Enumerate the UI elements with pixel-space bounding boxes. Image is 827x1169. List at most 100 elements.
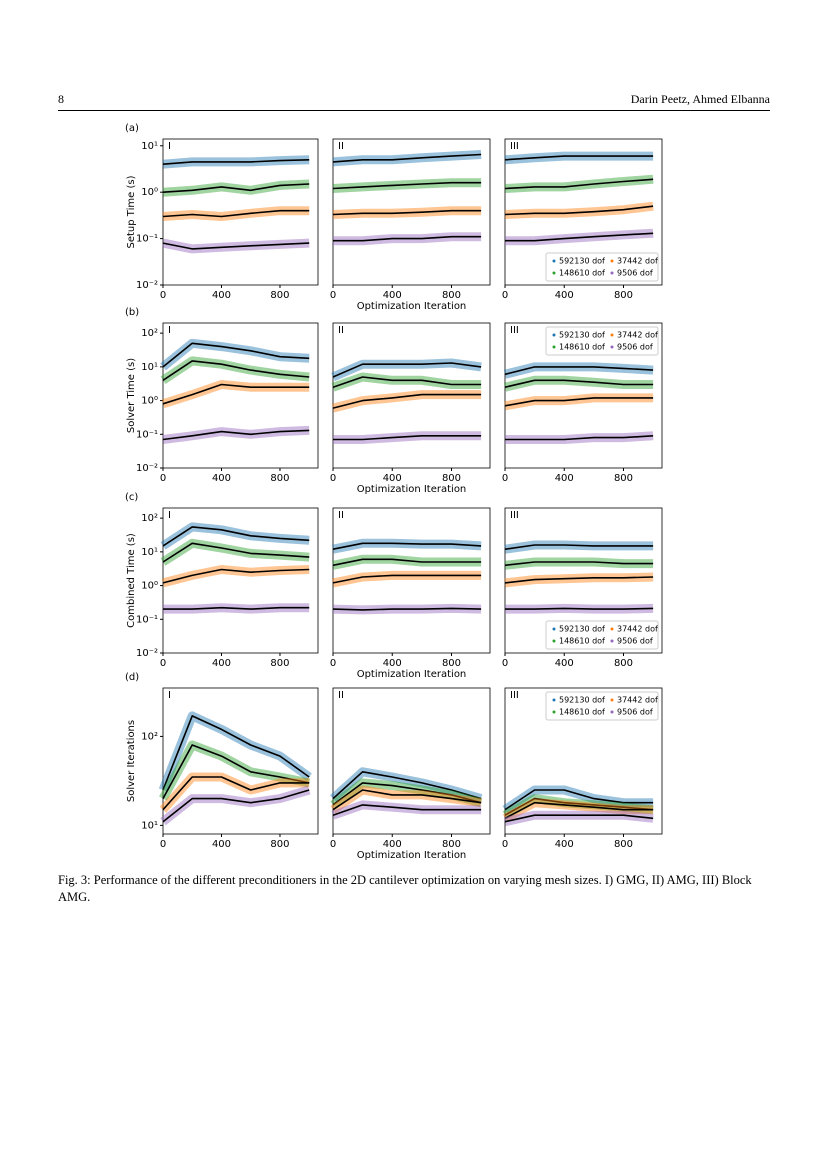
x-tick-label: 800 bbox=[614, 658, 633, 669]
legend-marker bbox=[552, 271, 556, 275]
trend-line bbox=[332, 804, 482, 816]
legend-box bbox=[545, 326, 659, 356]
trend-line bbox=[162, 159, 310, 165]
legend-label: 9506 dof bbox=[617, 343, 653, 352]
panel-label: I bbox=[168, 510, 171, 521]
axes-frame bbox=[332, 507, 491, 654]
row-label: (b) bbox=[125, 307, 139, 318]
legend-marker bbox=[552, 710, 556, 714]
legend-marker bbox=[552, 698, 556, 702]
legend-box bbox=[545, 252, 659, 282]
legend-label: 592130 dof bbox=[559, 625, 605, 634]
trend-line bbox=[162, 568, 310, 584]
y-axis-label: Solver Iterations bbox=[126, 720, 137, 802]
panel-label: II bbox=[338, 510, 344, 521]
legend-label: 148610 dof bbox=[559, 708, 605, 717]
y-axis-label: Combined Time (s) bbox=[126, 533, 137, 628]
y-tick-label: 10⁰ bbox=[141, 187, 158, 198]
y-tick-label: 10⁻² bbox=[136, 648, 158, 659]
y-tick-label: 10⁻¹ bbox=[136, 429, 158, 440]
legend-marker bbox=[610, 345, 614, 349]
x-tick-label: 0 bbox=[160, 658, 166, 669]
header-rule bbox=[58, 110, 770, 111]
trend-line bbox=[332, 789, 482, 811]
y-tick-label: 10⁻² bbox=[136, 463, 158, 474]
series-band bbox=[331, 372, 482, 392]
trend-line bbox=[504, 789, 654, 811]
axes-frame bbox=[332, 138, 491, 286]
authors: Darin Peetz, Ahmed Elbanna bbox=[630, 92, 770, 106]
legend-marker bbox=[610, 710, 614, 714]
series-band bbox=[160, 356, 310, 385]
trend-line bbox=[332, 209, 482, 216]
x-tick-label: 0 bbox=[160, 290, 166, 301]
trend-line bbox=[504, 178, 654, 190]
trend-line bbox=[332, 558, 482, 567]
trend-line bbox=[332, 607, 482, 611]
y-tick-label: 10⁻¹ bbox=[136, 614, 158, 625]
trend-line bbox=[162, 526, 310, 547]
x-axis-label: Optimization Iteration bbox=[357, 301, 467, 312]
legend-marker bbox=[610, 639, 614, 643]
x-tick-label: 0 bbox=[330, 290, 336, 301]
legend-label: 148610 dof bbox=[559, 343, 605, 352]
legend-label: 9506 dof bbox=[617, 637, 653, 646]
series-band bbox=[160, 785, 311, 826]
x-tick-label: 400 bbox=[383, 473, 402, 484]
x-tick-label: 400 bbox=[555, 839, 574, 850]
legend-marker bbox=[552, 259, 556, 263]
row-label: (c) bbox=[125, 492, 138, 503]
panel-label: II bbox=[338, 141, 344, 152]
y-axis-label: Setup Time (s) bbox=[126, 175, 137, 248]
panel-label: III bbox=[510, 510, 519, 521]
legend-marker bbox=[610, 698, 614, 702]
trend-line bbox=[162, 183, 310, 193]
trend-line bbox=[333, 235, 482, 242]
axes-frame bbox=[162, 687, 319, 835]
x-tick-label: 0 bbox=[502, 658, 508, 669]
y-tick-label: 10² bbox=[141, 731, 158, 742]
trend-line bbox=[504, 797, 654, 816]
trend-line bbox=[332, 362, 482, 378]
x-tick-label: 400 bbox=[383, 290, 402, 301]
panel-label: II bbox=[338, 690, 344, 701]
legend-marker bbox=[552, 345, 556, 349]
x-tick-label: 0 bbox=[502, 290, 508, 301]
x-tick-label: 0 bbox=[160, 839, 166, 850]
axes-frame bbox=[332, 687, 491, 835]
x-tick-label: 400 bbox=[555, 290, 574, 301]
x-tick-label: 800 bbox=[442, 839, 461, 850]
x-axis-label: Optimization Iteration bbox=[357, 850, 467, 860]
x-tick-label: 400 bbox=[212, 473, 231, 484]
axes-frame bbox=[504, 322, 663, 469]
panel-label: III bbox=[510, 690, 519, 701]
trend-line bbox=[163, 606, 310, 610]
x-tick-label: 800 bbox=[270, 473, 289, 484]
x-tick-label: 400 bbox=[212, 658, 231, 669]
panel-label: I bbox=[168, 690, 171, 701]
trend-line bbox=[504, 397, 654, 407]
trend-line bbox=[504, 155, 654, 161]
y-tick-label: 10⁰ bbox=[141, 396, 158, 407]
caption: Fig. 3: Performance of the different pre… bbox=[58, 873, 752, 904]
legend-box bbox=[545, 691, 659, 721]
trend-line bbox=[504, 576, 654, 584]
y-tick-label: 10⁻² bbox=[136, 280, 158, 291]
x-tick-label: 0 bbox=[502, 839, 508, 850]
legend-label: 592130 dof bbox=[559, 331, 605, 340]
trend-line bbox=[504, 544, 654, 550]
y-tick-label: 10² bbox=[141, 328, 158, 339]
x-tick-label: 800 bbox=[614, 839, 633, 850]
trend-line bbox=[504, 205, 654, 216]
y-tick-label: 10⁰ bbox=[141, 581, 158, 592]
axes-frame bbox=[504, 687, 663, 835]
trend-line bbox=[162, 360, 310, 381]
trend-line bbox=[162, 342, 310, 368]
trend-line bbox=[162, 744, 310, 799]
trend-line bbox=[504, 801, 654, 820]
figure: 0 400 800 10⁻² 10⁻¹ 10⁰ 10¹ I (a) Setup Time (s) 0… bbox=[125, 123, 663, 860]
legend-label: 37442 dof bbox=[617, 331, 658, 340]
y-tick-label: 10¹ bbox=[141, 141, 158, 152]
trend-line bbox=[332, 153, 482, 163]
